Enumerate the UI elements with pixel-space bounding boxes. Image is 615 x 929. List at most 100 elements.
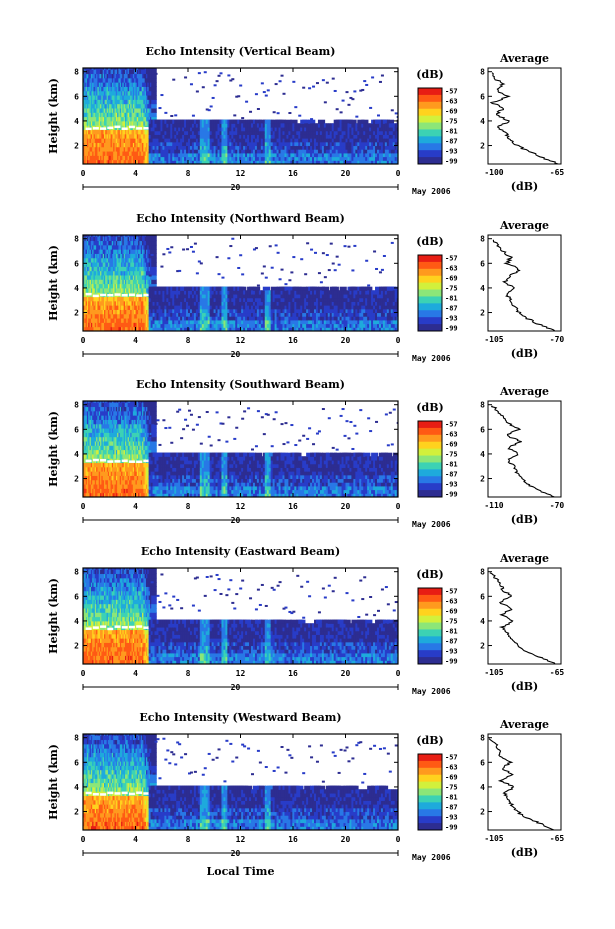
date-tick-label: 20 [231, 350, 241, 359]
colorbar-tick-label: -99 [445, 491, 458, 499]
average-profile-line [492, 239, 556, 332]
colorbar-tick-label: -75 [445, 784, 458, 792]
colorbar-swatch [418, 108, 442, 117]
average-x-tick-label: -110 [484, 501, 503, 510]
y-tick-label: 2 [74, 642, 79, 651]
colorbar-tick-label: -93 [445, 648, 458, 656]
date-label: May 2006 [412, 520, 451, 529]
x-tick-label: 20 [341, 669, 351, 678]
x-tick-label: 0 [396, 169, 401, 178]
average-x-label: (dB) [511, 680, 538, 693]
x-tick-label: 4 [133, 336, 138, 345]
y-tick-label: 4 [74, 783, 79, 792]
colorbar-unit: (dB) [416, 235, 443, 248]
colorbar-swatch [418, 767, 442, 776]
colorbar-swatch [418, 629, 442, 637]
x-tick-label: 20 [341, 169, 351, 178]
x-tick-label: 8 [186, 336, 191, 345]
average-profile-line [489, 72, 559, 165]
colorbar-tick-label: -99 [445, 325, 458, 333]
panel-title: Echo Intensity (Southward Beam) [136, 378, 345, 391]
colorbar-tick-label: -99 [445, 824, 458, 832]
average-x-tick-label: -100 [484, 168, 503, 177]
colorbar-swatch [418, 476, 442, 484]
panel-title: Echo Intensity (Westward Beam) [139, 711, 341, 724]
echo-field [83, 568, 398, 664]
colorbar-tick-label: -69 [445, 275, 458, 283]
colorbar-swatch [418, 289, 442, 297]
colorbar-swatch [418, 143, 442, 151]
colorbar-swatch [418, 275, 442, 284]
average-frame [487, 400, 562, 498]
colorbar-frame [417, 587, 443, 665]
panel-4: Echo Intensity (Eastward Beam) Height (km… [47, 545, 564, 696]
colorbar-tick-label: -99 [445, 158, 458, 166]
average-y-tick-label: 8 [480, 734, 485, 743]
colorbar-swatch [418, 594, 442, 603]
colorbar-tick-label: -63 [445, 265, 458, 273]
x-tick-label: 0 [396, 502, 401, 511]
y-tick-label: 6 [74, 92, 79, 101]
x-tick-label: 4 [133, 502, 138, 511]
x-tick-label: 12 [236, 502, 246, 511]
colorbar-swatch [418, 760, 442, 769]
y-tick-label: 8 [74, 568, 79, 577]
average-title: Average [499, 52, 549, 65]
y-axis-label: Height (km) [47, 744, 60, 820]
y-tick-label: 8 [74, 734, 79, 743]
panel-title: Echo Intensity (Eastward Beam) [141, 545, 340, 558]
colorbar-tick-label: -75 [445, 118, 458, 126]
colorbar-swatch [418, 622, 442, 630]
x-tick-label: 0 [396, 835, 401, 844]
average-profile-line [490, 405, 555, 498]
colorbar-tick-label: -87 [445, 305, 458, 313]
average-y-tick-label: 6 [480, 592, 485, 601]
x-tick-label: 16 [288, 169, 298, 178]
y-tick-label: 6 [74, 592, 79, 601]
average-frame [487, 567, 562, 665]
x-tick-label: 16 [288, 502, 298, 511]
x-tick-label: 0 [396, 336, 401, 345]
date-tick-label: 20 [231, 849, 241, 858]
average-y-tick-label: 4 [480, 117, 485, 126]
average-title: Average [499, 219, 549, 232]
average-y-tick-label: 6 [480, 425, 485, 434]
average-y-tick-label: 2 [480, 142, 485, 151]
echo-field [83, 401, 398, 497]
x-axis-label: Local Time [207, 865, 275, 878]
colorbar-tick-label: -75 [445, 451, 458, 459]
colorbar-swatch [418, 643, 442, 651]
average-y-tick-label: 2 [480, 309, 485, 318]
average-y-tick-label: 2 [480, 642, 485, 651]
y-tick-label: 4 [74, 617, 79, 626]
colorbar-swatch [418, 802, 442, 810]
colorbar-swatch [418, 310, 442, 318]
average-y-tick-label: 4 [480, 783, 485, 792]
colorbar-swatch [418, 608, 442, 617]
colorbar-swatch [418, 122, 442, 130]
colorbar-tick-label: -81 [445, 794, 458, 802]
y-axis-label: Height (km) [47, 411, 60, 487]
average-x-tick-label: -105 [484, 834, 503, 843]
colorbar-swatch [418, 255, 442, 263]
y-tick-label: 2 [74, 309, 79, 318]
colorbar-swatch [418, 469, 442, 477]
x-tick-label: 0 [81, 169, 86, 178]
x-tick-label: 12 [236, 835, 246, 844]
date-tick-label: 20 [231, 683, 241, 692]
colorbar-swatch [418, 650, 442, 658]
y-tick-label: 2 [74, 475, 79, 484]
date-label: May 2006 [412, 187, 451, 196]
average-x-tick-label: -65 [550, 168, 565, 177]
colorbar-tick-label: -87 [445, 138, 458, 146]
y-axis-label: Height (km) [47, 578, 60, 654]
colorbar-tick-label: -81 [445, 628, 458, 636]
colorbar-swatch [418, 455, 442, 463]
colorbar-tick-label: -63 [445, 764, 458, 772]
colorbar-swatch [418, 88, 442, 96]
colorbar-unit: (dB) [416, 568, 443, 581]
date-label: May 2006 [412, 687, 451, 696]
echo-field [83, 68, 398, 164]
colorbar-tick-label: -87 [445, 471, 458, 479]
